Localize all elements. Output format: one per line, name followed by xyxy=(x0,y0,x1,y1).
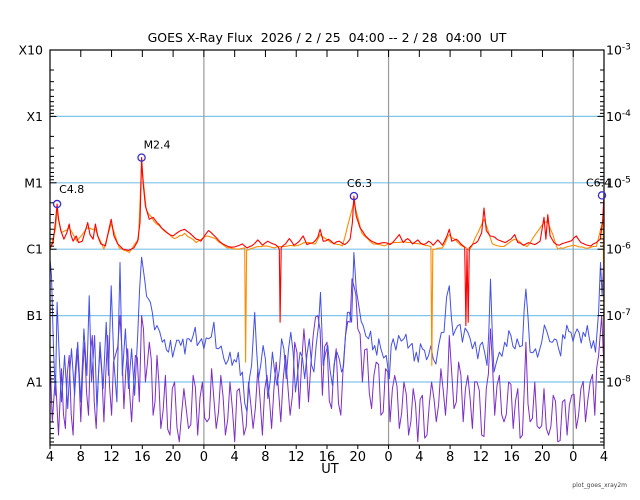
y-label-left: X1 xyxy=(26,109,43,124)
flare-peak-marker xyxy=(137,153,146,162)
x-tick-label: 16 xyxy=(134,450,151,465)
x-tick-label: 20 xyxy=(534,450,551,465)
flare-label: C6.3 xyxy=(347,177,372,190)
series-long-xray-secondary xyxy=(50,163,604,366)
flare-label: M2.4 xyxy=(144,139,171,152)
y-label-left: C1 xyxy=(26,242,43,257)
x-tick-label: 16 xyxy=(319,450,336,465)
y-label-left: A1 xyxy=(26,375,43,390)
x-tick-label: 20 xyxy=(165,450,182,465)
flare-label: C6.4 xyxy=(586,176,611,189)
x-tick-label: 4 xyxy=(600,450,608,465)
series-short-xray-secondary xyxy=(50,278,604,443)
x-tick-label: 20 xyxy=(350,450,367,465)
y-label-right: 10-7 xyxy=(606,308,631,323)
y-label-left: B1 xyxy=(26,308,43,323)
y-label-right: 10-3 xyxy=(606,43,631,58)
plot-caption: plot_goes_xray2m xyxy=(572,482,627,489)
flare-peak-marker xyxy=(349,191,359,201)
y-label-right: 10-8 xyxy=(606,375,631,390)
y-label-right: 10-6 xyxy=(606,242,631,257)
x-tick-label: 8 xyxy=(446,450,454,465)
flare-peak-marker xyxy=(597,191,607,200)
x-tick-label: 12 xyxy=(288,450,305,465)
series-long-xray-primary xyxy=(50,157,604,327)
flare-peak-marker xyxy=(52,199,62,209)
flare-label: C4.8 xyxy=(59,183,84,196)
x-tick-label: 4 xyxy=(46,450,54,465)
y-label-right: 10-4 xyxy=(606,109,631,124)
x-axis-label: UT xyxy=(321,462,339,477)
x-tick-label: 8 xyxy=(261,450,269,465)
x-tick-label: 4 xyxy=(231,450,239,465)
x-tick-label: 12 xyxy=(103,450,120,465)
y-label-left: X10 xyxy=(19,43,44,58)
x-tick-label: 16 xyxy=(503,450,520,465)
x-tick-label: 0 xyxy=(200,450,208,465)
series-short-xray-primary xyxy=(50,252,604,413)
x-tick-label: 0 xyxy=(384,450,392,465)
x-tick-label: 0 xyxy=(569,450,577,465)
x-tick-label: 4 xyxy=(415,450,423,465)
y-label-left: M1 xyxy=(24,175,43,190)
chart-title: GOES X-Ray Flux 2026 / 2 / 25 04:00 -- 2… xyxy=(148,30,507,45)
x-tick-label: 8 xyxy=(77,450,85,465)
x-tick-label: 12 xyxy=(473,450,490,465)
